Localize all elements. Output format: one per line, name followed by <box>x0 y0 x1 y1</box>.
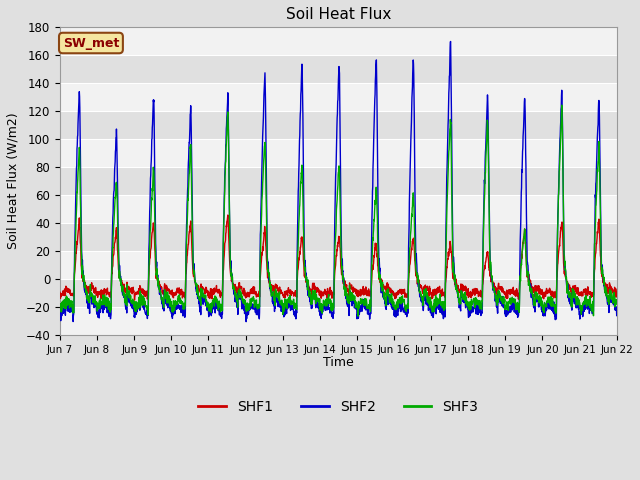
Bar <box>60 139 617 167</box>
Bar <box>60 55 617 83</box>
SHF2 <box>580 304 588 310</box>
SHF2 <box>355 313 362 319</box>
SHF1 <box>224 212 232 218</box>
X-axis label: Time: Time <box>323 356 354 369</box>
SHF3 <box>558 102 566 108</box>
Bar <box>60 195 617 223</box>
Bar <box>60 167 617 195</box>
SHF2 <box>500 305 508 311</box>
Bar <box>60 111 617 139</box>
SHF3 <box>500 298 508 304</box>
SHF3 <box>56 309 64 314</box>
SHF3 <box>580 302 588 308</box>
SHF1 <box>131 297 138 303</box>
SHF2 <box>56 309 64 315</box>
SHF2 <box>243 319 250 324</box>
SHF1 <box>56 289 64 295</box>
Bar <box>60 307 617 335</box>
SHF2 <box>447 38 454 44</box>
SHF2 <box>564 281 572 287</box>
Title: Soil Heat Flux: Soil Heat Flux <box>285 7 391 22</box>
Legend: SHF1, SHF2, SHF3: SHF1, SHF2, SHF3 <box>193 394 484 420</box>
SHF3 <box>355 299 362 304</box>
Bar <box>60 251 617 279</box>
SHF1 <box>500 290 508 296</box>
SHF1 <box>212 289 220 295</box>
Text: SW_met: SW_met <box>63 36 119 49</box>
SHF2 <box>613 312 621 318</box>
SHF2 <box>211 310 219 316</box>
SHF3 <box>354 313 362 319</box>
SHF2 <box>367 311 374 316</box>
Line: SHF2: SHF2 <box>60 41 617 322</box>
SHF3 <box>211 298 219 304</box>
SHF3 <box>367 303 374 309</box>
SHF1 <box>355 289 363 295</box>
Bar <box>60 27 617 55</box>
Bar <box>60 279 617 307</box>
Bar <box>60 223 617 251</box>
SHF1 <box>367 291 375 297</box>
SHF1 <box>580 288 588 294</box>
SHF1 <box>613 292 621 298</box>
Bar <box>60 83 617 111</box>
SHF3 <box>613 300 621 306</box>
SHF1 <box>564 281 572 287</box>
Line: SHF3: SHF3 <box>60 105 617 316</box>
Line: SHF1: SHF1 <box>60 215 617 300</box>
Y-axis label: Soil Heat Flux (W/m2): Soil Heat Flux (W/m2) <box>7 113 20 250</box>
SHF3 <box>564 290 572 296</box>
